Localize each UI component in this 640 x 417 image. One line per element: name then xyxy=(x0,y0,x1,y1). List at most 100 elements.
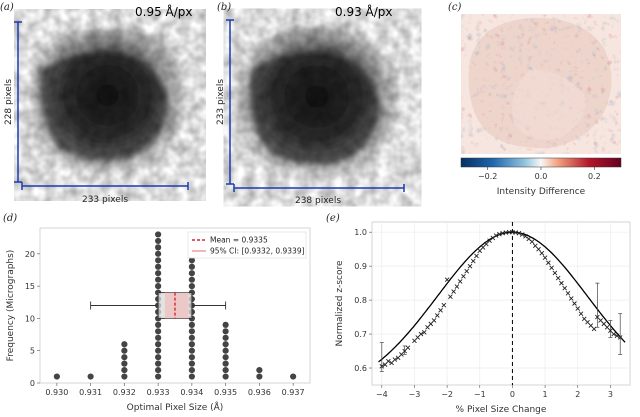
colorbar-ticks: −0.2 0.0 0.2 xyxy=(478,167,601,181)
frequency-dot xyxy=(121,360,128,367)
panel-a-label: (a) xyxy=(0,2,14,13)
x-tick-label: 0.936 xyxy=(248,388,271,397)
data-point xyxy=(434,313,440,318)
data-point xyxy=(617,335,623,340)
y-tick-label: 15 xyxy=(25,282,35,291)
x-tick-label: 0.934 xyxy=(180,388,203,397)
x-axis-label: % Pixel Size Change xyxy=(456,405,547,415)
data-point xyxy=(490,235,496,241)
panel-c: (c) −0.2 0.0 0.2 Intensity Difference xyxy=(448,2,622,197)
height-label-a: 228 pixels xyxy=(4,79,14,125)
colorbar-label: Intensity Difference xyxy=(497,187,586,197)
frequency-dot xyxy=(188,270,195,277)
data-point xyxy=(405,345,411,350)
frequency-dot xyxy=(188,360,195,367)
x-tick-label: −2 xyxy=(441,390,453,399)
frequency-dot xyxy=(155,250,162,257)
data-point xyxy=(529,239,535,245)
data-point xyxy=(421,330,427,335)
frequency-dot xyxy=(155,257,162,264)
frequency-dot xyxy=(290,373,297,380)
data-point xyxy=(451,289,456,294)
frequency-dot xyxy=(188,334,195,341)
chart-d: 0.930 0.931 0.932 0.933 0.934 0.935 0.936 0.937… xyxy=(6,227,311,413)
y-tick-label: 0.7 xyxy=(354,330,367,339)
frequency-dot xyxy=(188,263,195,270)
frequency-dot xyxy=(222,347,229,354)
frequency-dot xyxy=(188,321,195,328)
x-tick-label: −3 xyxy=(409,390,421,399)
frequency-dot xyxy=(155,341,162,348)
chart-e: −4 −3 −2 −1 0 1 2 3 0.6 0.7 0.8 0.9 1.0 % Pixel Size … xyxy=(335,221,631,415)
data-point xyxy=(549,265,554,271)
frequency-dot xyxy=(222,328,229,335)
micrograph-a-texture xyxy=(30,25,190,185)
frequency-dot xyxy=(155,321,162,328)
frequency-dot xyxy=(155,231,162,238)
panel-b-pixel-size: 0.93 Å/px xyxy=(335,4,393,19)
y-tick-label: 0.6 xyxy=(354,364,367,373)
panel-b-label: (b) xyxy=(217,2,231,13)
data-point xyxy=(562,285,568,291)
width-label-b: 238 pixels xyxy=(295,196,341,206)
data-point xyxy=(457,279,463,284)
frequency-dot xyxy=(188,366,195,374)
micrograph-b-texture xyxy=(240,25,405,190)
data-point xyxy=(454,284,460,289)
difference-map xyxy=(461,14,621,154)
panel-b: (b) 0.93 Å/px 233 pixels 238 pixels xyxy=(216,2,405,206)
frequency-dot xyxy=(256,373,263,380)
data-point xyxy=(474,253,479,259)
data-point xyxy=(536,246,541,252)
data-point xyxy=(379,364,385,369)
data-point xyxy=(555,275,561,281)
x-tick-label: 0 xyxy=(510,390,515,399)
frequency-dot xyxy=(188,354,195,361)
data-point xyxy=(418,331,424,337)
panel-c-label: (c) xyxy=(448,2,462,13)
data-point xyxy=(552,270,558,276)
data-point xyxy=(565,290,571,296)
frequency-dot xyxy=(53,373,60,380)
frequency-dot xyxy=(222,360,229,367)
frequency-dot xyxy=(155,270,162,277)
panel-a: (a) 0.95 Å/px 228 pixels 233 pixels xyxy=(0,2,193,205)
frequency-dot xyxy=(121,341,128,348)
panel-d: (d) 0.930 0.931 0.932 0.933 0.934 0.935 0.936 0… xyxy=(3,213,311,413)
colorbar-tick-label: 0.0 xyxy=(535,172,548,181)
frequency-dot xyxy=(222,341,229,348)
frequency-dot xyxy=(155,276,162,283)
x-tick-label: 2 xyxy=(575,390,580,399)
data-point xyxy=(431,318,437,323)
frequency-dot xyxy=(155,360,162,367)
height-label-b: 233 pixels xyxy=(216,79,226,125)
frequency-dot xyxy=(155,237,162,245)
legend-box xyxy=(187,231,307,259)
data-point xyxy=(461,274,466,279)
data-point xyxy=(575,306,581,311)
y-tick-label: 0 xyxy=(30,379,35,388)
data-point xyxy=(546,260,551,266)
data-point xyxy=(493,233,499,238)
data-point xyxy=(392,357,398,362)
frequency-dot xyxy=(188,283,195,290)
data-point xyxy=(568,296,574,301)
legend-mean-label: Mean = 0.9335 xyxy=(210,236,268,245)
data-point xyxy=(559,280,564,286)
data-point xyxy=(467,263,473,269)
x-tick-label: 0.935 xyxy=(214,388,237,397)
frequency-dot xyxy=(222,373,229,380)
data-point xyxy=(386,358,391,364)
panel-e-label: (e) xyxy=(326,213,340,224)
data-point xyxy=(441,302,447,308)
data-point xyxy=(614,333,620,339)
x-axis-label: Optimal Pixel Size (Å) xyxy=(127,401,224,413)
frequency-dot xyxy=(222,354,229,361)
x-tick-label: −4 xyxy=(376,390,388,399)
legend-ci-label: 95% CI: [0.9332, 0.9339] xyxy=(210,247,305,256)
frequency-dot xyxy=(155,328,162,335)
ci-band xyxy=(164,292,189,319)
y-axis-label: Frequency (Micrographs) xyxy=(6,250,16,362)
data-point xyxy=(444,277,450,283)
x-tick-label: 0.933 xyxy=(147,388,170,397)
